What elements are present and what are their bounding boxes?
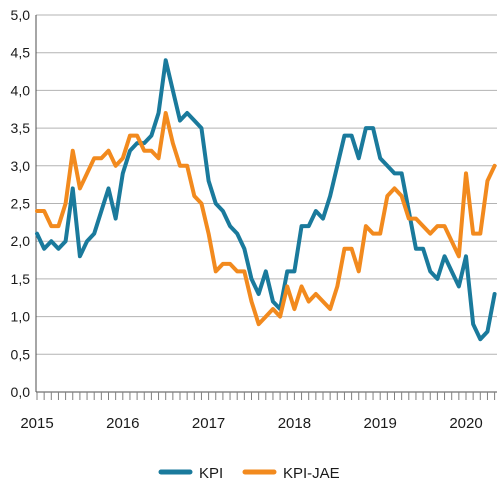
y-tick-label: 2,5 [11, 196, 31, 212]
x-tick-label: 2018 [278, 415, 311, 432]
grid-layer [36, 14, 497, 355]
x-tick-label: 2020 [449, 415, 482, 432]
series-line-kpi-jae [35, 111, 497, 327]
legend-label: KPI [199, 465, 223, 482]
y-tick-label: 4,5 [11, 45, 31, 61]
y-tick-labels: 0,0 0,5 1,0 1,5 2,0 2,5 3,0 3,5 4,0 4,5 5,0 [11, 7, 31, 400]
y-tick-label: 0,5 [11, 346, 31, 362]
x-tick-label: 2017 [192, 415, 225, 432]
axis-layer [35, 15, 497, 400]
legend: KPI KPI-JAE [158, 465, 340, 482]
y-tick-label: 5,0 [11, 7, 31, 23]
x-tick-labels: 2015 2016 2017 2018 2019 2020 [20, 415, 482, 432]
legend-label: KPI-JAE [283, 465, 340, 482]
x-tick-label: 2019 [364, 415, 397, 432]
x-tick-label: 2015 [20, 415, 53, 432]
y-tick-label: 3,5 [11, 120, 31, 136]
series-line-kpi [35, 58, 497, 342]
x-tick-label: 2016 [106, 415, 139, 432]
y-tick-label: 4,0 [11, 82, 31, 98]
y-tick-label: 1,5 [11, 271, 31, 287]
y-tick-label: 3,0 [11, 158, 31, 174]
y-tick-label: 0,0 [11, 384, 31, 400]
y-tick-label: 1,0 [11, 309, 31, 325]
y-tick-label: 2,0 [11, 233, 31, 249]
series-layer [35, 58, 497, 342]
